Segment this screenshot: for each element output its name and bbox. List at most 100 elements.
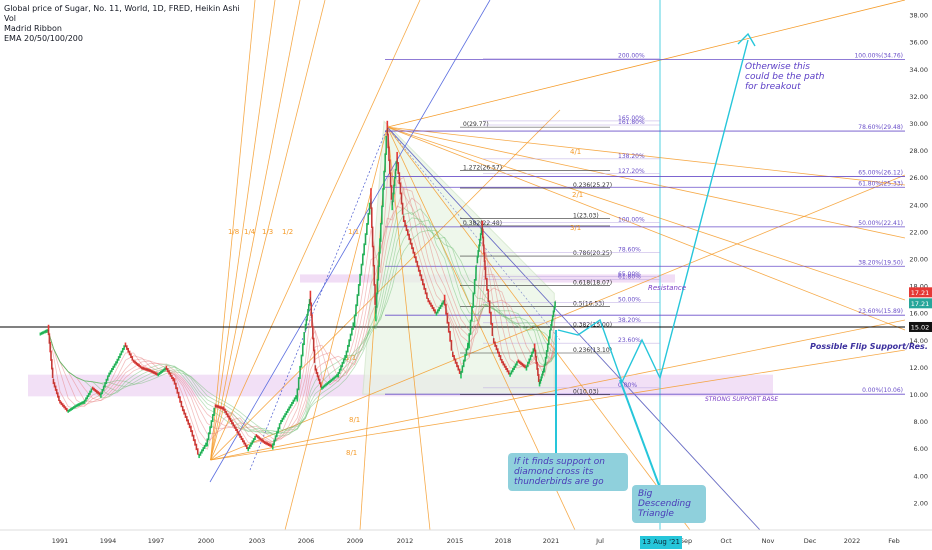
fib-label: 1(23.03) xyxy=(573,212,599,219)
fan-line xyxy=(210,0,301,461)
x-axis-bg xyxy=(0,530,932,550)
y-tick-label: 22.00 xyxy=(909,228,928,236)
x-tick-label: 2015 xyxy=(447,537,464,545)
pct-label: 165.00% xyxy=(618,115,645,122)
fan-label: 8/1 xyxy=(349,416,360,424)
x-tick-label: 1997 xyxy=(148,537,165,545)
fan-line xyxy=(210,0,256,461)
fib-label: 1.272(26.57) xyxy=(463,164,502,171)
y-tick-label: 38.00 xyxy=(909,12,928,20)
flip-support-label: Possible Flip Support/Res. xyxy=(810,342,928,351)
fan-line xyxy=(210,0,421,461)
fan-line xyxy=(387,126,906,239)
ribbon-band xyxy=(40,217,557,434)
level-label: 0.00%(10.06) xyxy=(862,387,903,394)
trend-line xyxy=(249,126,388,471)
fan-line xyxy=(210,109,561,461)
pct-label: 61.80% xyxy=(618,273,641,280)
y-tick-label: 16.00 xyxy=(909,310,928,318)
legend-ema: EMA 20/50/100/200 xyxy=(4,34,83,43)
chart-legend: Global price of Sugar, No. 11, World, 1D… xyxy=(4,4,240,44)
trend-line xyxy=(209,0,491,483)
level-label: 23.60%(15.89) xyxy=(858,308,903,315)
y-tick-label: 18.00 xyxy=(909,283,928,291)
y-tick-label: 26.00 xyxy=(909,174,928,182)
fan-label: 3/1 xyxy=(570,224,581,232)
fan-label: 1/3 xyxy=(262,228,273,236)
projection-path xyxy=(557,39,749,384)
fan-line xyxy=(210,349,906,461)
price-tag xyxy=(909,287,932,298)
y-tick-label: 36.00 xyxy=(909,39,928,47)
x-tick-label: 2018 xyxy=(495,537,512,545)
x-tick-label: 2000 xyxy=(198,537,215,545)
y-tick-label: 34.00 xyxy=(909,66,928,74)
fan-label: 1/2 xyxy=(282,228,293,236)
y-tick-label: 30.00 xyxy=(909,120,928,128)
y-tick-label: 24.00 xyxy=(909,201,928,209)
pct-label: 78.60% xyxy=(618,246,641,253)
pct-label: 200.00% xyxy=(618,53,645,60)
fan-label: 1/1 xyxy=(348,228,359,236)
trend-line xyxy=(387,126,761,531)
date-flag: 13 Aug '21 xyxy=(640,536,682,549)
legend-title: Global price of Sugar, No. 11, World, 1D… xyxy=(4,4,240,13)
price-tag-label: 17.21 xyxy=(911,289,930,297)
y-tick-label: 4.00 xyxy=(914,472,928,480)
triangle-pointer xyxy=(619,379,661,489)
y-tick-label: 10.00 xyxy=(909,391,928,399)
pct-label: 0.00% xyxy=(618,382,637,389)
x-tick-label: 2006 xyxy=(298,537,315,545)
fan-line xyxy=(210,0,326,461)
ribbon-band xyxy=(40,222,557,435)
price-bar xyxy=(39,332,42,336)
ribbon-band xyxy=(40,207,557,437)
y-tick-label: 14.00 xyxy=(909,337,928,345)
fib-label: 0.786(20.25) xyxy=(573,250,612,257)
ribbon-band xyxy=(40,187,557,443)
level-label: 78.60%(29.48) xyxy=(858,124,903,131)
fib-label: 0(10.03) xyxy=(573,389,599,396)
legend-madrid-ribbon: Madrid Ribbon xyxy=(4,24,62,33)
ribbon-band xyxy=(40,197,557,439)
projection-arrow xyxy=(737,32,756,47)
y-tick-label: 12.00 xyxy=(909,364,928,372)
price-tag-label: 15.02 xyxy=(911,323,930,331)
y-tick-label: 28.00 xyxy=(909,147,928,155)
x-tick-label: Oct xyxy=(720,537,732,545)
support-base-label: STRONG SUPPORT BASE xyxy=(705,396,779,403)
price-line xyxy=(40,128,557,457)
fan-line xyxy=(210,174,906,461)
price-tag xyxy=(909,321,932,332)
fan-line xyxy=(387,0,906,128)
fib-label: 0(29.77) xyxy=(463,121,489,128)
level-label: 50.00%(22.41) xyxy=(858,220,903,227)
fan-label: 4/1 xyxy=(570,148,581,156)
y-tick-label: 6.00 xyxy=(914,445,928,453)
legend-vol: Vol xyxy=(4,14,16,23)
x-tick-label: Feb xyxy=(888,537,900,545)
x-tick-label: 2021 xyxy=(543,537,560,545)
fan-label: 1/1 xyxy=(345,354,356,362)
y-tick-label: 2.00 xyxy=(914,499,928,507)
pct-label: 100.00% xyxy=(618,217,645,224)
y-tick-label: 8.00 xyxy=(914,418,928,426)
fib-label: 0.5(16.53) xyxy=(573,301,604,308)
fan-line xyxy=(387,126,906,301)
level-label: 61.80%(25.33) xyxy=(858,180,903,187)
fib-label: 0.618(18.07) xyxy=(573,280,612,287)
price-tag-label: 17.21 xyxy=(911,300,930,308)
ribbon-band xyxy=(40,212,557,434)
y-axis-bg xyxy=(905,0,932,530)
pct-label: 138.20% xyxy=(618,153,645,160)
triangle-callout: Big Descending Triangle xyxy=(632,485,706,523)
fib-label: 0.236(25.27) xyxy=(573,182,612,189)
fan-label: 1/8 xyxy=(228,228,239,236)
resistance-label: Resistance xyxy=(648,284,687,292)
x-tick-label: Nov xyxy=(762,537,775,545)
pct-label: 38.20% xyxy=(618,317,641,324)
x-tick-label: Jul xyxy=(595,537,604,545)
fan-line xyxy=(210,0,276,461)
fib-label: 0.236(13.10) xyxy=(573,347,612,354)
